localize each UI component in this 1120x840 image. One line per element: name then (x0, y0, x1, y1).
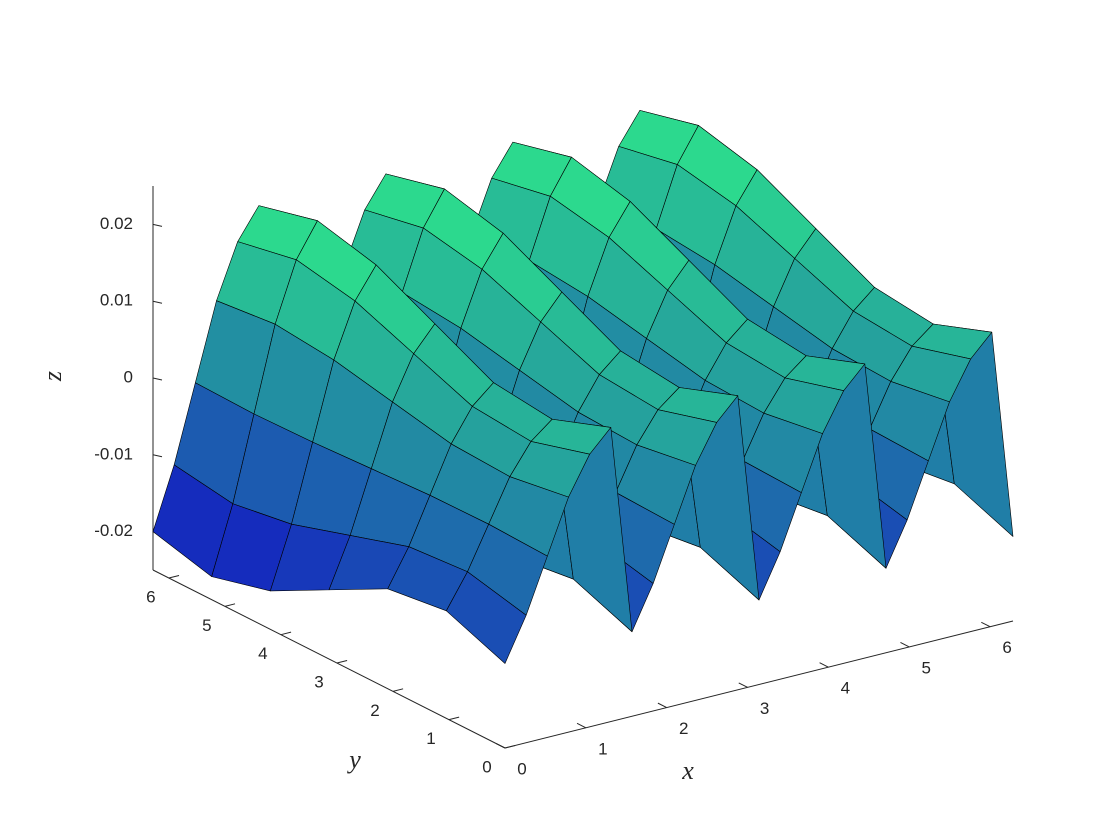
x-axis-label: x (681, 756, 694, 785)
y-tick (224, 603, 236, 607)
y-tick (336, 659, 348, 664)
z-tick (152, 223, 163, 227)
x-tick-label: 5 (922, 658, 931, 677)
z-tick-label: 0.02 (100, 214, 133, 233)
y-tick (168, 574, 180, 579)
x-tick (900, 642, 910, 648)
x-tick-label: 6 (1002, 638, 1011, 657)
z-tick-label: -0.01 (94, 444, 133, 463)
x-tick (981, 621, 991, 628)
y-axis-label: y (346, 745, 361, 774)
y-tick (448, 716, 460, 721)
z-tick (152, 300, 163, 304)
x-tick-label: 2 (679, 719, 688, 738)
y-axis-line (152, 569, 506, 749)
z-tick-label: -0.02 (94, 521, 133, 540)
surface-patch (446, 571, 527, 664)
x-tick (819, 662, 829, 668)
z-tick (152, 454, 163, 458)
x-tick (576, 722, 587, 729)
x-tick-label: 4 (841, 679, 850, 698)
y-tick (504, 744, 516, 749)
y-tick-label: 6 (146, 588, 155, 607)
x-tick (495, 743, 506, 749)
y-tick-label: 0 (482, 757, 491, 776)
x-tick-label: 3 (760, 699, 769, 718)
x-tick (738, 682, 748, 688)
y-tick-label: 3 (314, 672, 323, 691)
y-tick (280, 631, 292, 636)
z-tick-label: 0.01 (100, 291, 133, 310)
y-tick-label: 2 (370, 701, 379, 720)
y-tick (392, 688, 404, 692)
z-tick (152, 377, 163, 381)
x-tick-label: 0 (517, 759, 526, 778)
z-tick-label: 0 (124, 367, 133, 386)
z-axis-label: z (38, 371, 67, 382)
x-tick-label: 1 (598, 739, 607, 758)
x-tick (657, 702, 667, 709)
x-axis-line (504, 620, 1014, 749)
y-tick-label: 4 (258, 644, 267, 663)
y-tick-label: 5 (202, 616, 211, 635)
y-tick-label: 1 (426, 729, 435, 748)
